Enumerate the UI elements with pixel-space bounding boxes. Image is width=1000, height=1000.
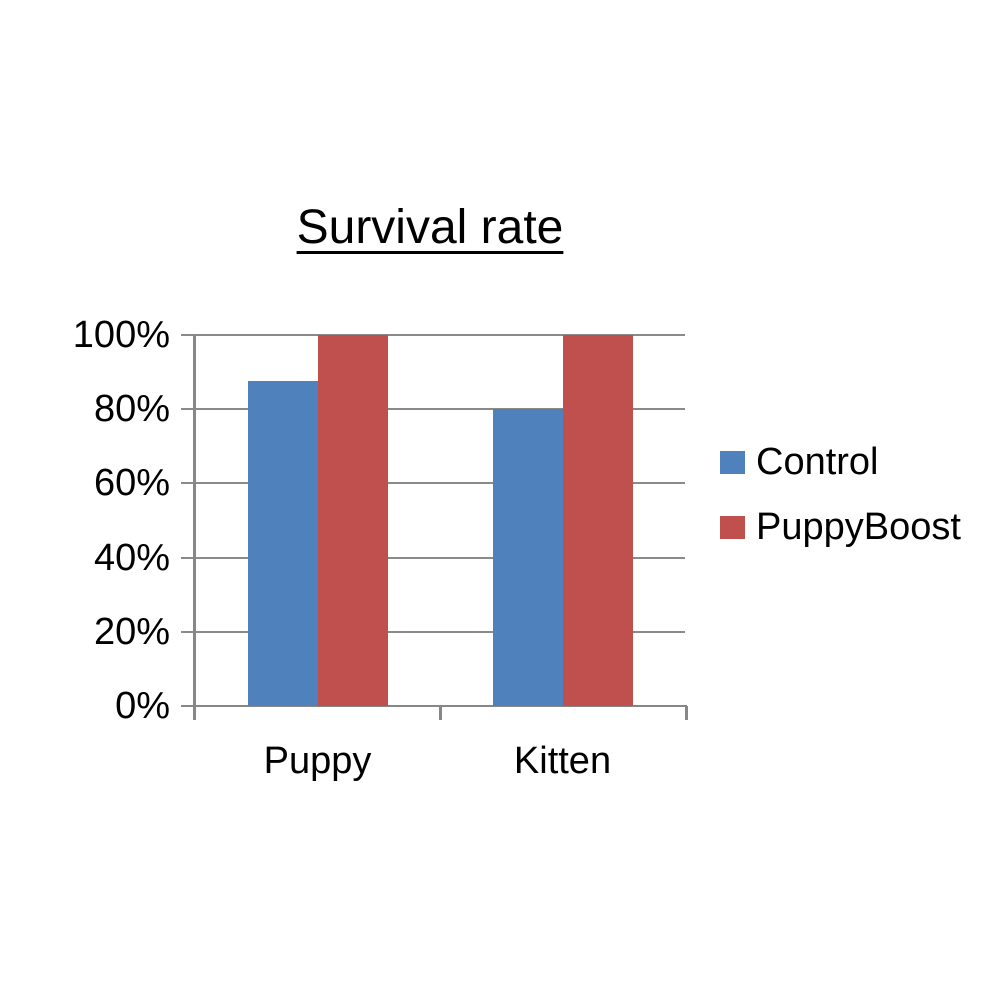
chart-title: Survival rate — [296, 201, 564, 254]
legend-swatch-puppyboost-icon — [720, 515, 745, 539]
x-category-label-puppy: Puppy — [263, 740, 372, 782]
legend-swatch-control-icon — [720, 450, 745, 474]
y-tick-label-40%: 40% — [93, 536, 170, 579]
x-category-label-kitten: Kitten — [513, 740, 612, 782]
gridline-20% — [181, 630, 685, 633]
legend: Control PuppyBoost — [720, 440, 961, 549]
x-axis-tick-right — [685, 706, 688, 720]
y-tick-label-60%: 60% — [93, 462, 170, 505]
y-tick-label-80%: 80% — [93, 388, 170, 431]
y-tick-label-0%: 0% — [115, 685, 170, 727]
bar-control-kitten — [492, 409, 563, 706]
gridline-100% — [181, 334, 685, 336]
legend-item-control: Control — [720, 440, 961, 484]
bar-puppyboost-puppy — [317, 335, 388, 706]
bar-puppyboost-kitten — [562, 335, 633, 706]
y-tick-label-100%: 100% — [72, 314, 170, 356]
gridline-60% — [181, 482, 685, 485]
gridline-40% — [181, 556, 685, 559]
y-tick-label-20%: 20% — [93, 610, 170, 653]
x-axis-tick-middle — [439, 706, 442, 720]
plot-area — [181, 334, 688, 720]
legend-item-puppyboost: PuppyBoost — [720, 505, 961, 549]
x-axis-line — [181, 704, 687, 707]
gridline-80% — [181, 408, 685, 411]
bar-control-puppy — [247, 381, 318, 706]
y-axis-line — [193, 335, 196, 720]
legend-label-control: Control — [756, 441, 879, 483]
legend-label-puppyboost: PuppyBoost — [756, 506, 961, 548]
